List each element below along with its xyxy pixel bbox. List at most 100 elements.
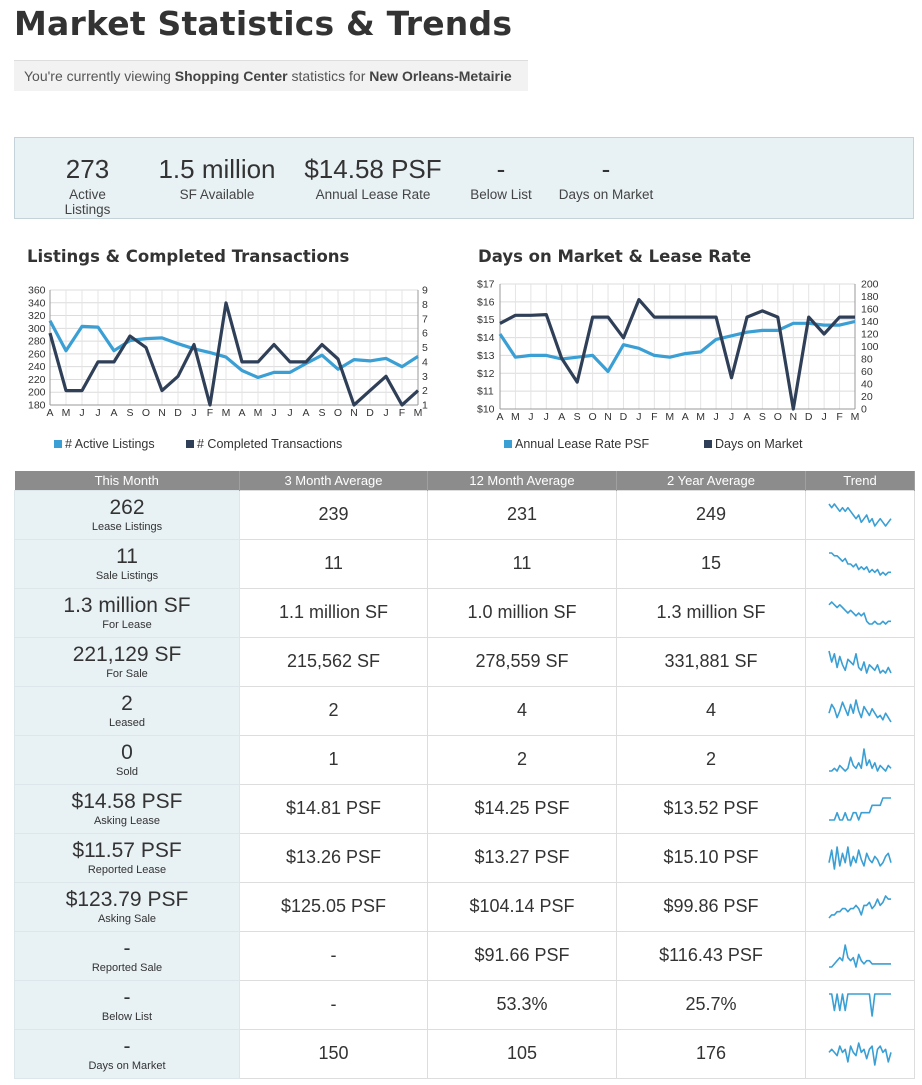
table-row: - Below List -53.3% 25.7%	[14, 979, 915, 1030]
this-month-cell: 11 Sale Listings	[14, 538, 240, 589]
stat-label: SF Available	[179, 187, 255, 202]
metric-label: For Lease	[102, 619, 152, 631]
x-tick-label: M	[414, 407, 423, 419]
y-right-tick-label: 9	[422, 285, 428, 297]
sparkline-path	[829, 943, 891, 968]
trend-cell	[805, 489, 915, 540]
y-left-tick-label: $14	[477, 332, 495, 344]
two-year-avg-cell: $15.10 PSF	[616, 832, 806, 883]
legend-swatch	[54, 440, 62, 448]
sparkline-path	[828, 650, 892, 674]
this-month-cell: $11.57 PSF Reported Lease	[14, 832, 240, 883]
y-right-tick-label: 3	[422, 371, 428, 383]
sparkline-path	[828, 845, 892, 870]
x-tick-label: O	[142, 407, 150, 419]
metric-label: Reported Lease	[87, 864, 167, 876]
y-left-tick-label: $11	[477, 386, 494, 398]
this-month-cell: $14.58 PSF Asking Lease	[14, 783, 240, 834]
stats-table: This Month 3 Month Average 12 Month Aver…	[14, 471, 915, 1079]
y-right-tick-label: 60	[861, 366, 873, 378]
y-right-tick-label: 0	[861, 404, 867, 416]
trend-cell	[805, 636, 915, 687]
x-tick-label: F	[207, 407, 213, 419]
this-month-value: -	[123, 937, 131, 960]
stat-label: Annual Lease Rate	[315, 187, 431, 202]
y-right-tick-label: 100	[861, 341, 879, 353]
header-2-year-average: 2 Year Average	[616, 471, 806, 490]
trend-sparkline	[828, 894, 891, 919]
page-title: Market Statistics & Trends	[14, 4, 513, 43]
x-tick-label: J	[528, 411, 533, 423]
three-month-avg-cell: 239	[239, 489, 428, 540]
x-tick-label: F	[399, 407, 405, 419]
trend-sparkline	[829, 551, 891, 576]
metric-label: Sale Listings	[95, 570, 159, 582]
summary-stats-panel: 273 Active Listings 1.5 million SF Avail…	[14, 137, 914, 219]
x-tick-label: F	[651, 411, 657, 423]
table-row: $123.79 PSF Asking Sale $125.05 PSF $104.14…	[14, 881, 915, 932]
y-right-tick-label: 200	[861, 279, 879, 291]
this-month-cell: 1.3 million SF For Lease	[14, 587, 240, 638]
y-left-tick-label: $10	[477, 404, 495, 416]
three-month-avg-cell: -	[239, 979, 428, 1030]
x-tick-label: A	[558, 411, 565, 423]
y-left-tick-label: 360	[28, 285, 46, 297]
trend-sparkline	[828, 502, 892, 527]
x-tick-label: A	[302, 407, 309, 419]
y-left-tick-label: 320	[28, 310, 46, 322]
trend-sparkline	[828, 650, 892, 674]
three-month-avg-cell: -	[239, 930, 428, 981]
this-month-value: 262	[109, 496, 145, 519]
three-month-avg-cell: 1	[239, 734, 428, 785]
stat-value: -	[496, 154, 506, 184]
two-year-avg-cell: 25.7%	[616, 979, 806, 1030]
y-right-tick-label: 1	[422, 400, 428, 412]
stat-value: $14.58 PSF	[304, 154, 442, 184]
y-right-tick-label: 40	[861, 379, 873, 391]
x-tick-label: S	[126, 407, 133, 419]
this-month-cell: 262 Lease Listings	[14, 489, 240, 540]
stat-sf-available: 1.5 million SF Available	[156, 154, 278, 202]
days-lease-rate-chart: $17$16$15$14$13$12$11$102001801601401201…	[477, 279, 879, 452]
y-left-tick-label: 220	[28, 374, 46, 386]
two-year-avg-cell: 331,881 SF	[616, 636, 806, 687]
table-row: 0 Sold 1 2 2	[14, 734, 915, 785]
stat-active-listings: 273 Active Listings	[45, 154, 130, 217]
three-month-avg-cell: 2	[239, 685, 428, 736]
x-tick-label: M	[511, 411, 520, 423]
twelve-month-avg-cell: $91.66 PSF	[427, 930, 617, 981]
three-month-avg-cell: 215,562 SF	[239, 636, 428, 687]
trend-sparkline	[829, 796, 891, 821]
this-month-value: 221,129 SF	[72, 643, 182, 666]
trend-cell	[805, 685, 915, 736]
trend-cell	[805, 1028, 915, 1079]
x-tick-label: S	[574, 411, 581, 423]
this-month-value: 1.3 million SF	[63, 594, 191, 617]
table-row: - Days on Market 150 105 176	[14, 1028, 915, 1079]
x-tick-label: D	[174, 407, 182, 419]
y-left-tick-label: 340	[28, 297, 46, 309]
three-month-avg-cell: 1.1 million SF	[239, 587, 428, 638]
sparkline-path	[828, 502, 892, 527]
stat-label: Active Listings	[64, 187, 111, 217]
metric-label: Leased	[108, 717, 146, 729]
sparkline-path	[829, 551, 891, 576]
metric-label: For Sale	[106, 668, 148, 680]
stat-value: -	[601, 154, 611, 184]
metric-label: Asking Sale	[97, 913, 157, 925]
y-left-tick-label: $13	[477, 350, 495, 362]
chart-title-days-lease: Days on Market & Lease Rate	[478, 247, 752, 266]
x-tick-label: D	[620, 411, 628, 423]
metric-label: Reported Sale	[91, 962, 163, 974]
x-tick-label: N	[604, 411, 612, 423]
twelve-month-avg-cell: 4	[427, 685, 617, 736]
x-tick-label: N	[158, 407, 166, 419]
two-year-avg-cell: $116.43 PSF	[616, 930, 806, 981]
trend-sparkline	[829, 992, 891, 1017]
twelve-month-avg-cell: 231	[427, 489, 617, 540]
this-month-value: 11	[116, 545, 138, 568]
twelve-month-avg-cell: $104.14 PSF	[427, 881, 617, 932]
sparkline-path	[829, 992, 891, 1017]
y-right-tick-label: 20	[861, 391, 873, 403]
